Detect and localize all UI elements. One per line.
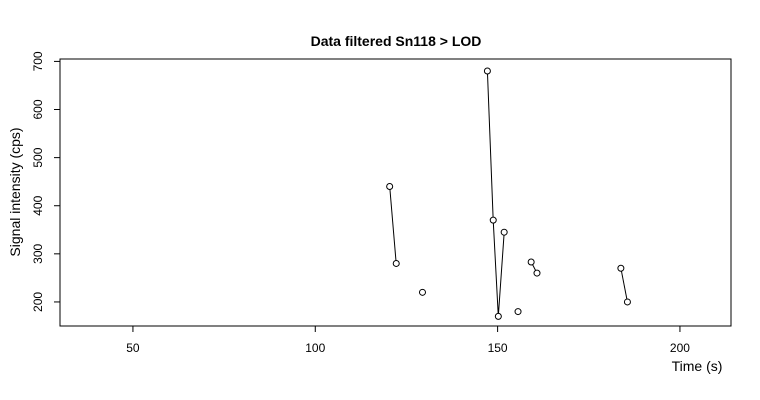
data-point [494,312,502,320]
x-axis-label: Time (s) [672,358,723,374]
x-axis: 50 100 150 200 [126,326,690,355]
y-axis: 200 300 400 500 600 700 [31,51,60,312]
data-point [489,216,497,224]
x-tick-label: 200 [670,341,690,355]
data-point [617,264,625,272]
data-point [533,269,541,277]
data-point [527,258,535,266]
y-tick-label: 500 [31,147,45,167]
x-tick-label: 100 [305,341,325,355]
y-axis-label: Signal intensity (cps) [7,127,23,256]
data-point [514,308,522,316]
series-line-segment [389,186,397,264]
y-tick-label: 400 [31,195,45,215]
data-point [483,67,491,75]
y-tick-label: 300 [31,244,45,264]
data-point [418,288,426,296]
plot-frame [59,58,732,327]
data-point [386,182,394,190]
x-tick-label: 150 [488,341,508,355]
series-line-segment [620,268,628,302]
data-point [392,259,400,267]
y-tick-label: 700 [31,51,45,71]
chart-title: Data filtered Sn118 > LOD [311,33,482,49]
series-line-segment [486,70,505,317]
y-tick-label: 200 [31,292,45,312]
series-layer [386,67,631,320]
data-point [623,298,631,306]
y-tick-label: 600 [31,99,45,119]
x-tick-label: 50 [126,341,140,355]
data-point [500,228,508,236]
